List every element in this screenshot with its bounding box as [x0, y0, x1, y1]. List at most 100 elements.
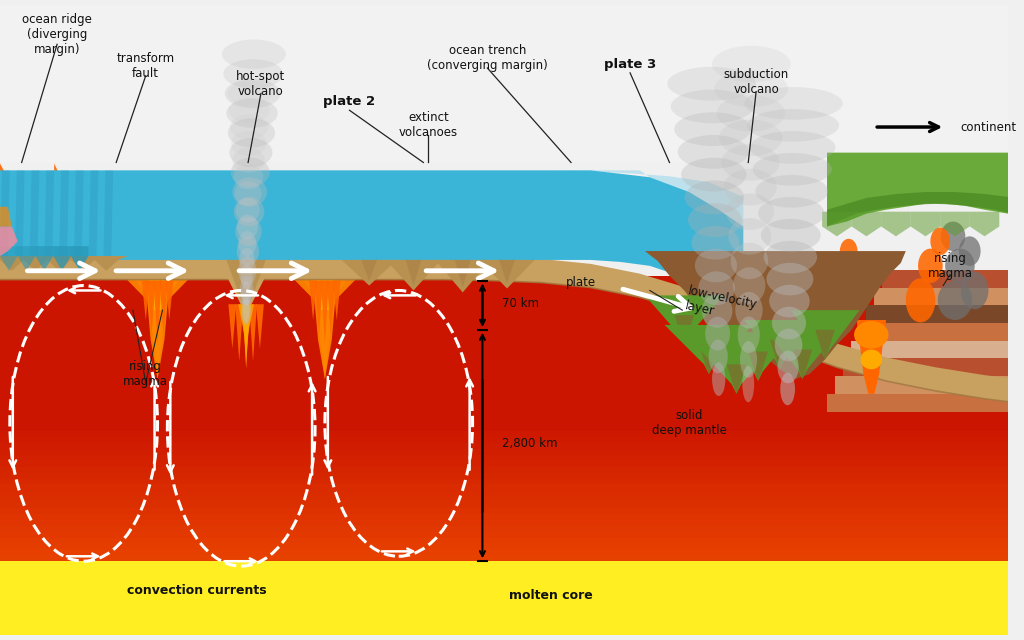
Polygon shape: [141, 280, 150, 320]
Polygon shape: [0, 545, 1009, 549]
Ellipse shape: [719, 120, 782, 156]
Polygon shape: [910, 212, 940, 236]
Polygon shape: [882, 212, 910, 236]
Polygon shape: [249, 304, 257, 362]
Ellipse shape: [780, 372, 795, 405]
Ellipse shape: [684, 180, 744, 214]
Text: hot-spot
volcano: hot-spot volcano: [237, 70, 286, 98]
Polygon shape: [815, 330, 835, 360]
Polygon shape: [0, 227, 17, 256]
Ellipse shape: [712, 362, 725, 396]
Polygon shape: [160, 280, 167, 335]
Ellipse shape: [750, 131, 836, 164]
Ellipse shape: [717, 95, 785, 132]
Polygon shape: [0, 538, 1009, 541]
Polygon shape: [256, 304, 264, 349]
Polygon shape: [0, 256, 1009, 402]
Polygon shape: [0, 170, 743, 227]
Ellipse shape: [706, 317, 730, 351]
Polygon shape: [71, 246, 89, 271]
Ellipse shape: [840, 239, 857, 264]
Ellipse shape: [240, 276, 254, 305]
Polygon shape: [0, 514, 1009, 520]
Ellipse shape: [724, 169, 776, 205]
Polygon shape: [406, 260, 422, 285]
Text: 70 km: 70 km: [502, 297, 539, 310]
Ellipse shape: [227, 118, 275, 148]
Ellipse shape: [721, 144, 779, 180]
Polygon shape: [856, 320, 886, 394]
Polygon shape: [770, 340, 790, 369]
Polygon shape: [843, 358, 1009, 376]
Ellipse shape: [726, 193, 774, 230]
Ellipse shape: [227, 81, 271, 106]
Polygon shape: [242, 304, 251, 358]
Ellipse shape: [777, 351, 799, 383]
Ellipse shape: [228, 98, 270, 123]
Ellipse shape: [737, 317, 760, 353]
Ellipse shape: [744, 87, 843, 120]
Polygon shape: [321, 280, 329, 344]
Ellipse shape: [230, 157, 269, 187]
Polygon shape: [0, 554, 1009, 557]
Polygon shape: [858, 323, 1009, 340]
Ellipse shape: [740, 341, 757, 378]
Ellipse shape: [671, 90, 754, 124]
Text: rising
magma: rising magma: [123, 360, 168, 388]
Ellipse shape: [229, 115, 268, 140]
Polygon shape: [147, 280, 156, 335]
Polygon shape: [300, 276, 349, 379]
Text: molten core: molten core: [510, 589, 593, 602]
Polygon shape: [822, 212, 852, 236]
Polygon shape: [386, 260, 441, 291]
Text: rising
magma: rising magma: [928, 252, 973, 280]
Polygon shape: [852, 212, 882, 236]
Polygon shape: [665, 325, 754, 374]
Polygon shape: [54, 163, 72, 276]
Polygon shape: [744, 320, 815, 369]
Text: 2,800 km: 2,800 km: [502, 436, 558, 449]
Polygon shape: [0, 556, 1009, 561]
Ellipse shape: [764, 241, 817, 273]
Polygon shape: [0, 557, 1009, 561]
Polygon shape: [0, 526, 1009, 530]
Polygon shape: [218, 260, 273, 305]
Polygon shape: [103, 170, 114, 260]
Ellipse shape: [945, 248, 975, 283]
Polygon shape: [727, 364, 746, 394]
Polygon shape: [0, 246, 17, 271]
Ellipse shape: [237, 214, 258, 239]
Polygon shape: [0, 526, 1009, 532]
Ellipse shape: [232, 177, 267, 207]
Ellipse shape: [906, 278, 935, 323]
Ellipse shape: [678, 135, 749, 169]
Polygon shape: [874, 287, 1009, 305]
Ellipse shape: [674, 112, 752, 146]
Polygon shape: [0, 532, 1009, 538]
Ellipse shape: [698, 271, 735, 305]
Polygon shape: [749, 351, 768, 381]
Polygon shape: [0, 5, 1009, 163]
Text: low-velocity
layer: low-velocity layer: [684, 284, 759, 326]
Polygon shape: [0, 498, 1009, 502]
Ellipse shape: [758, 197, 824, 230]
Polygon shape: [645, 296, 724, 344]
Polygon shape: [243, 304, 249, 368]
Ellipse shape: [958, 236, 981, 266]
Text: continent: continent: [959, 120, 1016, 134]
Ellipse shape: [241, 264, 253, 289]
Ellipse shape: [748, 109, 839, 141]
Ellipse shape: [961, 272, 988, 309]
Text: plate: plate: [566, 276, 596, 289]
Ellipse shape: [712, 45, 791, 83]
Polygon shape: [0, 256, 128, 271]
Ellipse shape: [735, 292, 763, 328]
Polygon shape: [866, 305, 1009, 323]
Ellipse shape: [701, 294, 732, 328]
Text: plate 2: plate 2: [324, 95, 376, 108]
Ellipse shape: [728, 218, 771, 255]
Polygon shape: [0, 549, 1009, 554]
Ellipse shape: [242, 281, 251, 306]
Ellipse shape: [919, 248, 943, 283]
Polygon shape: [0, 163, 19, 276]
